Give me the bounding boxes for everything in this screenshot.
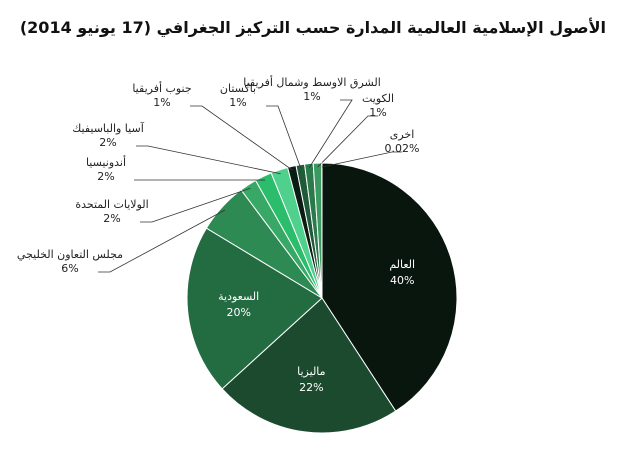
leader-line [317, 115, 378, 168]
slice-label: السعودية [218, 290, 259, 303]
chart-title: الأصول الإسلامية العالمية المدارة حسب ال… [19, 18, 606, 37]
slice-label: اخرى [390, 128, 415, 141]
slice-label: ماليزيا [297, 365, 326, 378]
value-label: 1% [229, 96, 246, 109]
pie-slice [186, 227, 323, 390]
value-label: 20% [226, 306, 250, 319]
value-label: 0.02% [385, 142, 420, 155]
value-label: 6% [61, 262, 78, 275]
pie-slice [221, 297, 397, 434]
value-label: 1% [303, 90, 320, 103]
value-label: 2% [97, 170, 114, 183]
slice-label: الولايات المتحدة [75, 198, 148, 211]
leader-line [136, 145, 281, 175]
slice-label: العالم [389, 258, 415, 271]
slice-label: مجلس التعاون الخليجي [17, 248, 123, 261]
value-label: 2% [99, 136, 116, 149]
leader-line [98, 209, 226, 273]
slice-label: أندونيسيا [86, 155, 126, 169]
value-label: 2% [103, 212, 120, 225]
value-label: 22% [299, 381, 323, 394]
slice-label: باكستان [220, 82, 256, 95]
slice-label: الشرق الاوسط وشمال أفريقيا [243, 75, 381, 89]
leader-line [308, 99, 353, 168]
leader-line [190, 105, 293, 171]
slice-label: الكويت [362, 92, 394, 105]
slice-label: جنوب أفريقيا [132, 81, 191, 95]
leader-line [140, 187, 251, 223]
value-label: 40% [390, 274, 414, 287]
value-label: 1% [369, 106, 386, 119]
leader-line [321, 151, 402, 168]
slice-label: آسيا والباسيفيك [72, 121, 144, 135]
leader-line [266, 105, 302, 169]
value-label: 1% [153, 96, 170, 109]
